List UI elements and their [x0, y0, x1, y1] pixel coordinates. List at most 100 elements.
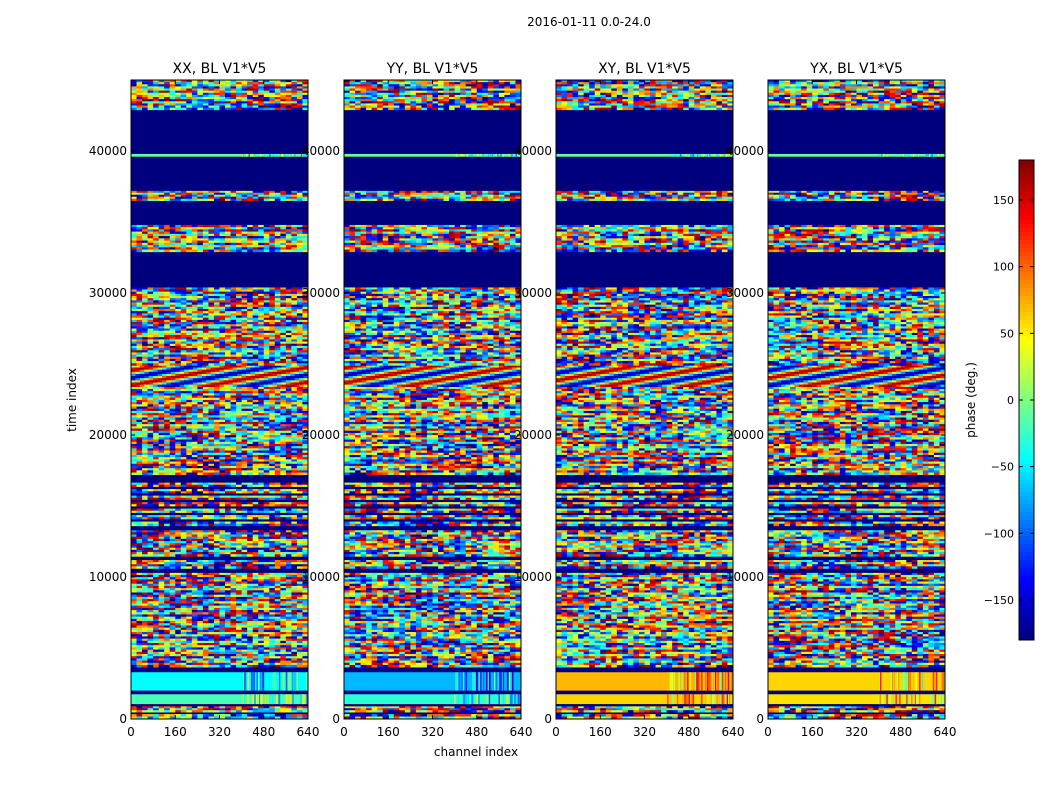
- noise-cell: [153, 594, 159, 598]
- noise-cell: [263, 592, 270, 596]
- noise-cell: [272, 376, 278, 379]
- noise-cell: [230, 309, 237, 312]
- noise-cell: [236, 313, 242, 316]
- noise-cell: [230, 710, 237, 713]
- noise-cell: [147, 295, 154, 299]
- noise-cell: [186, 315, 193, 318]
- noise-cell: [291, 594, 298, 598]
- noise-cell: [219, 596, 226, 600]
- noise-cell: [170, 369, 176, 373]
- noise-cell: [131, 319, 137, 323]
- noise-cell: [252, 656, 259, 659]
- noise-cell: [241, 629, 248, 633]
- noise-cell: [147, 291, 154, 295]
- noise-cell: [164, 465, 171, 469]
- noise-cell: [164, 579, 171, 582]
- noise-cell: [147, 592, 154, 596]
- noise-cell: [241, 581, 248, 585]
- noise-cell: [236, 530, 242, 533]
- noise-cell: [225, 386, 231, 390]
- noise-cell: [252, 395, 259, 399]
- noise-cell: [280, 510, 287, 514]
- noise-cell: [131, 510, 137, 514]
- noise-cell: [169, 410, 176, 414]
- noise-cell: [175, 457, 182, 460]
- noise-cell: [186, 579, 193, 582]
- noise-cell: [213, 291, 220, 295]
- noise-cell: [296, 623, 303, 626]
- noise-cell: [142, 632, 148, 635]
- noise-cell: [131, 545, 137, 548]
- noise-cell: [147, 521, 154, 525]
- noise-cell: [180, 564, 187, 567]
- noise-cell: [296, 508, 303, 512]
- noise-cell: [302, 304, 308, 308]
- noise-cell: [225, 317, 231, 321]
- noise-cell: [142, 536, 148, 540]
- noise-cell: [285, 510, 292, 514]
- noise-cell: [191, 543, 198, 546]
- noise-cell: [225, 605, 231, 609]
- noise-cell: [202, 502, 209, 505]
- noise-cell: [147, 289, 154, 292]
- noise-cell: [169, 450, 176, 454]
- noise-cell: [272, 371, 278, 375]
- noise-cell: [236, 332, 242, 336]
- noise-cell: [274, 716, 281, 719]
- noise-cell: [175, 324, 182, 327]
- noise-cell: [280, 489, 287, 492]
- noise-cell: [164, 649, 171, 653]
- noise-cell: [274, 538, 281, 542]
- noise-cell: [247, 468, 253, 471]
- noise-cell: [302, 623, 308, 626]
- noise-cell: [197, 566, 204, 569]
- noise-cell: [280, 470, 287, 473]
- noise-cell: [263, 651, 270, 655]
- noise-cell: [158, 708, 165, 711]
- noise-cell: [158, 472, 165, 476]
- noise-cell: [302, 614, 308, 617]
- noise-cell: [236, 532, 242, 535]
- noise-cell: [236, 497, 242, 501]
- noise-cell: [263, 309, 270, 312]
- noise-cell: [180, 439, 187, 443]
- noise-cell: [263, 413, 270, 416]
- noise-cell: [236, 623, 242, 626]
- noise-cell: [169, 532, 176, 535]
- noise-cell: [269, 658, 276, 661]
- noise-cell: [291, 632, 298, 635]
- noise-cell: [296, 465, 303, 469]
- noise-cell: [197, 388, 204, 392]
- noise-cell: [302, 645, 308, 648]
- noise-cell: [252, 599, 259, 602]
- noise-cell: [269, 452, 276, 456]
- noise-cell: [232, 378, 238, 381]
- noise-cell: [230, 395, 237, 399]
- noise-cell: [263, 543, 270, 546]
- noise-cell: [147, 534, 154, 538]
- noise-cell: [241, 651, 248, 655]
- noise-cell: [246, 373, 251, 377]
- noise-cell: [263, 406, 270, 410]
- figure-title: 2016-01-11 0.0-24.0: [527, 15, 651, 29]
- noise-cell: [202, 510, 209, 514]
- noise-cell: [241, 315, 248, 318]
- noise-cell: [197, 625, 204, 628]
- noise-cell: [225, 658, 231, 661]
- noise-cell: [219, 404, 226, 407]
- noise-cell: [241, 295, 248, 299]
- noise-cell: [136, 510, 143, 514]
- noise-cell: [258, 448, 265, 451]
- noise-cell: [230, 461, 237, 465]
- noise-cell: [296, 658, 303, 661]
- noise-cell: [164, 435, 171, 438]
- noise-cell: [202, 716, 209, 719]
- noise-cell: [285, 672, 288, 691]
- noise-cell: [302, 649, 308, 653]
- noise-cell: [191, 708, 198, 711]
- noise-cell: [247, 508, 253, 512]
- noise-cell: [219, 402, 226, 405]
- noise-cell: [147, 317, 154, 321]
- noise-cell: [136, 309, 143, 312]
- noise-cell: [280, 322, 287, 325]
